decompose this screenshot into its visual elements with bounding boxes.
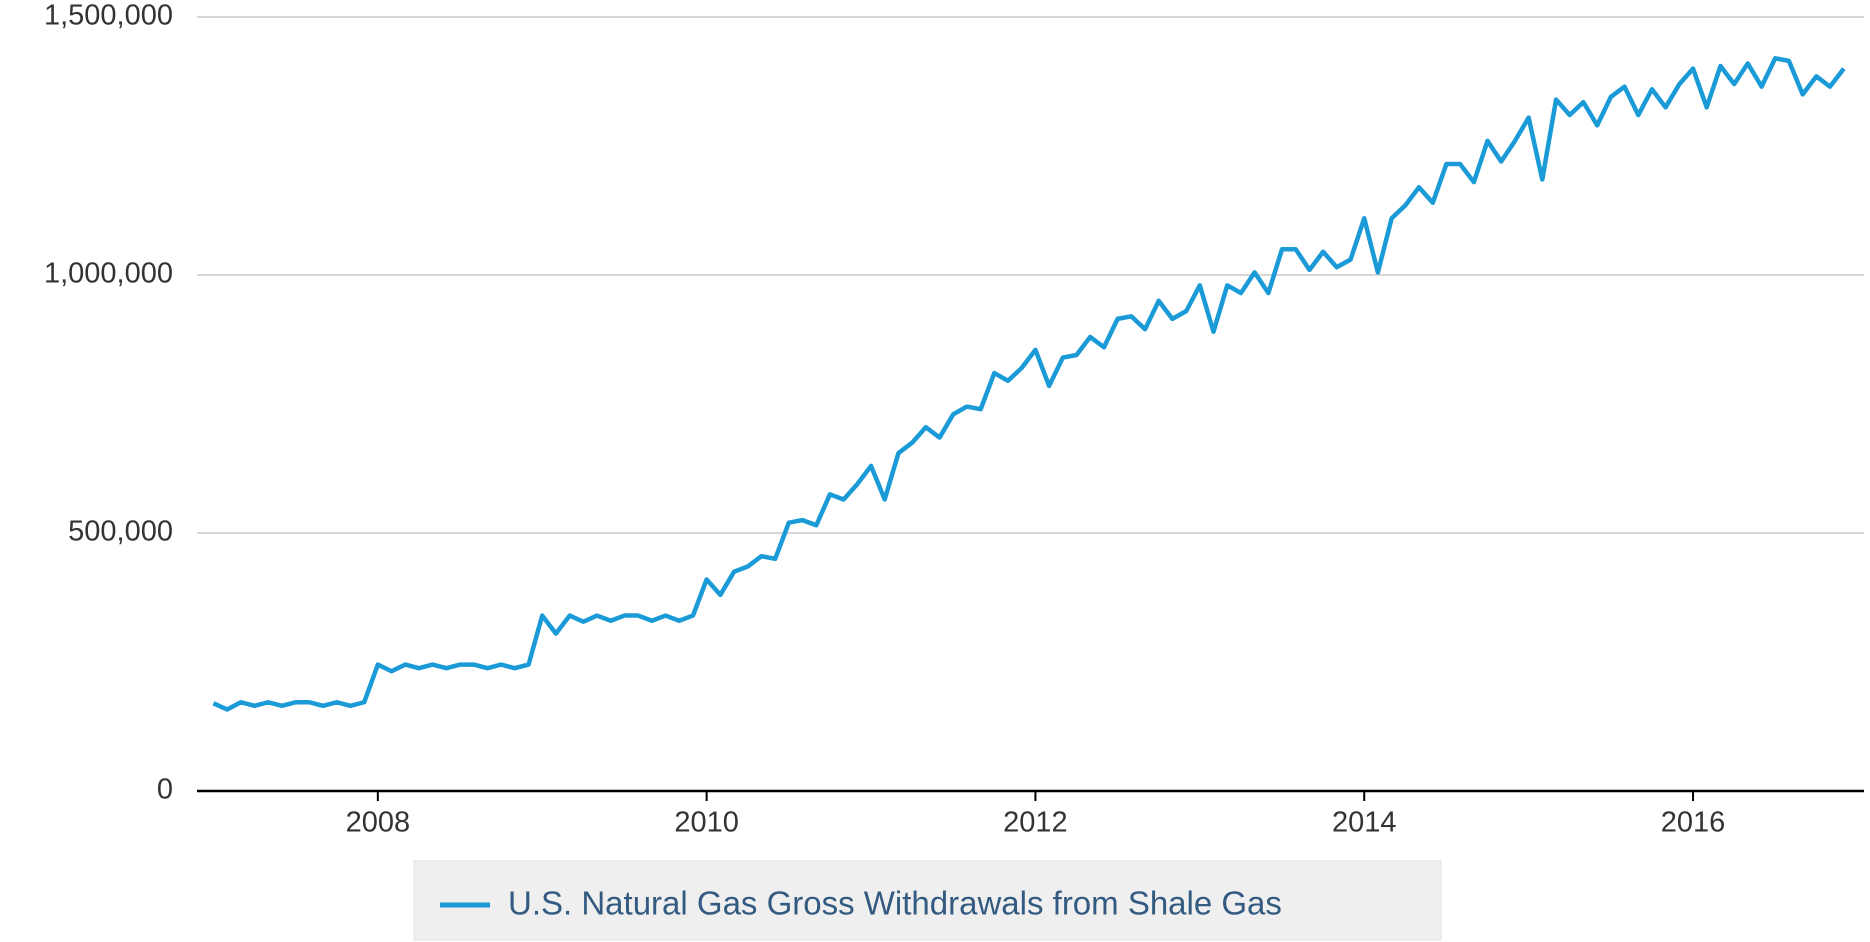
data-line — [212, 56, 1846, 712]
y-tick-label: 500,000 — [68, 516, 173, 548]
legend-box — [413, 860, 1442, 941]
x-tick-label: 2016 — [1661, 807, 1726, 839]
x-tick-label: 2010 — [674, 807, 739, 839]
legend-label: U.S. Natural Gas Gross Withdrawals from … — [508, 885, 1282, 922]
x-tick-label: 2012 — [1003, 807, 1068, 839]
y-tick-label: 0 — [157, 774, 173, 806]
y-tick-label: 1,000,000 — [44, 258, 173, 290]
x-tick-label: 2008 — [346, 807, 411, 839]
x-tick-label: 2014 — [1332, 807, 1397, 839]
y-tick-label: 1,500,000 — [44, 0, 173, 32]
